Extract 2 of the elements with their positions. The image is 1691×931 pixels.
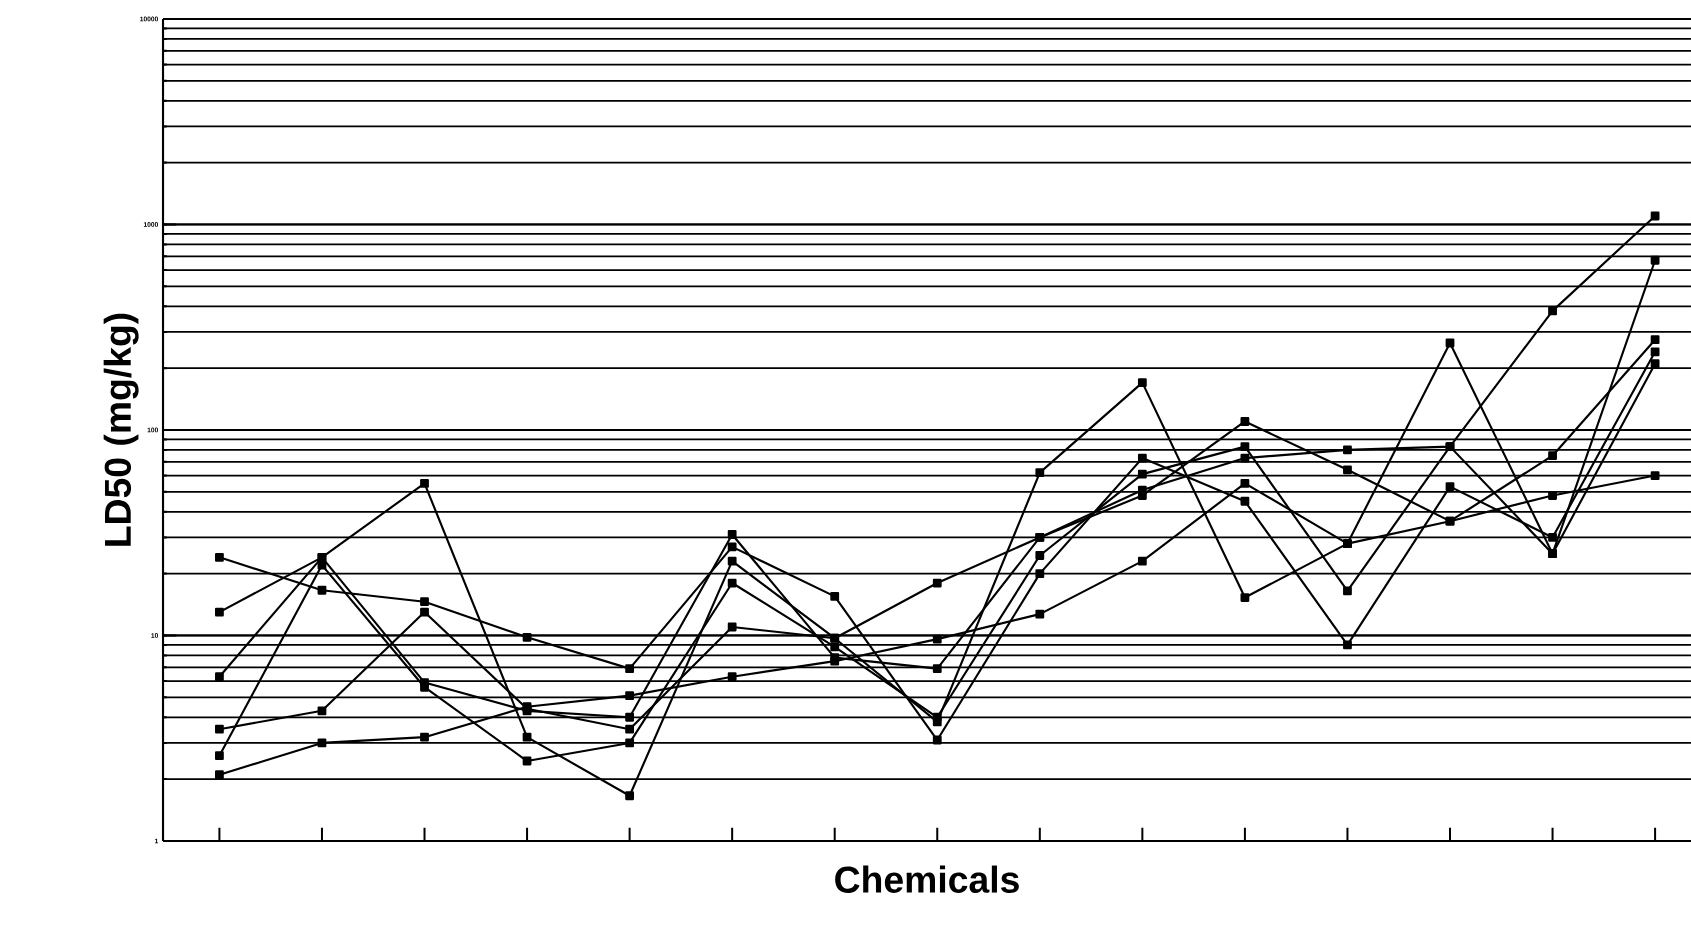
y-axis-title: LD50 (mg/kg) xyxy=(103,313,139,546)
x-axis-title: Chemicals xyxy=(835,865,1019,893)
